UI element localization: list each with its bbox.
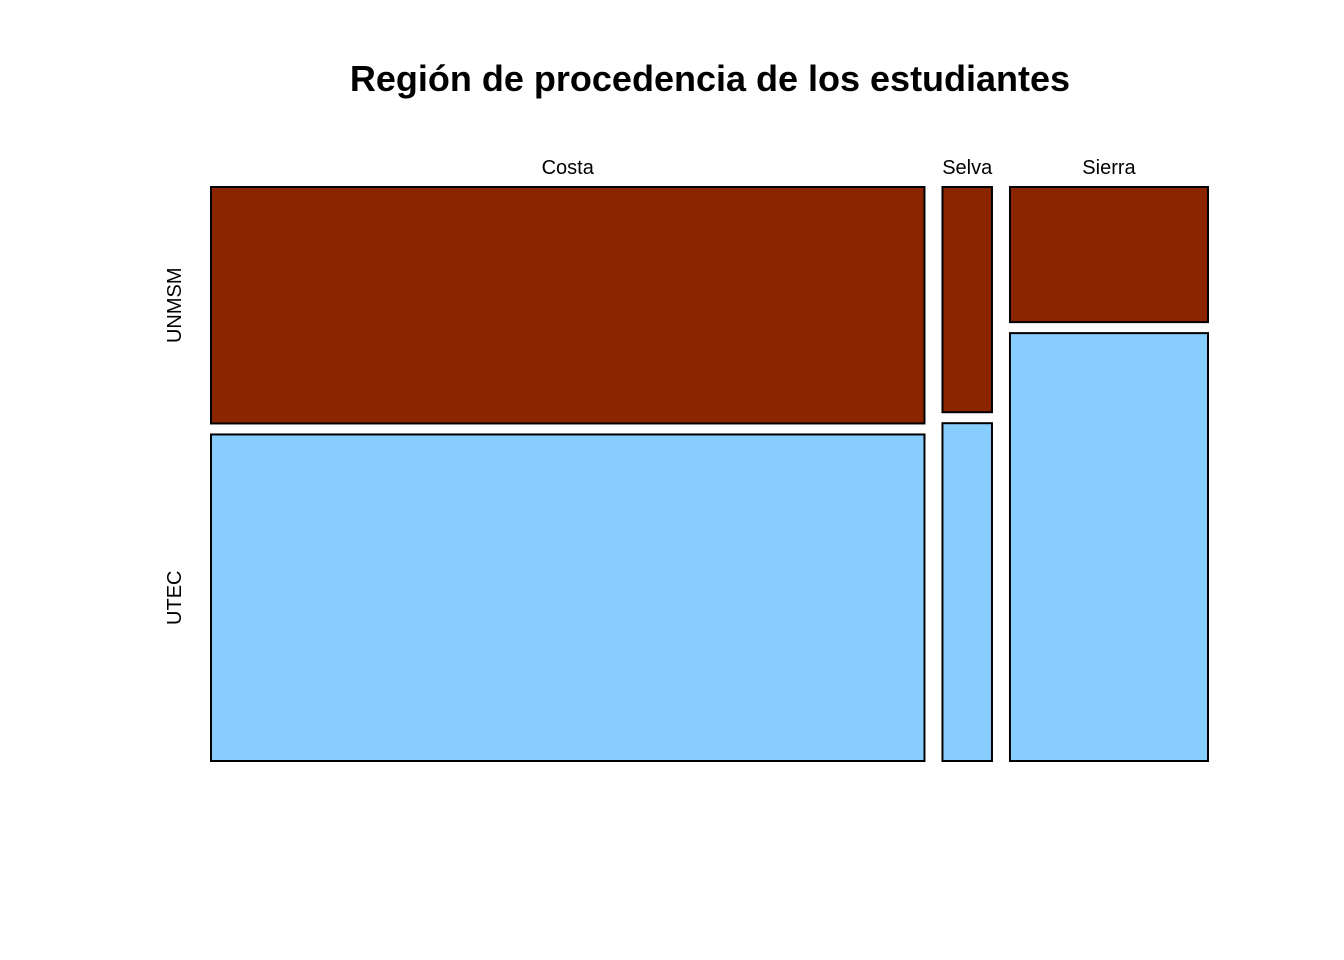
tile-selva-unmsm	[941, 186, 993, 414]
column-label-selva: Selva	[942, 157, 993, 179]
tile-sierra-unmsm	[1008, 186, 1210, 324]
column-label-sierra: Sierra	[1082, 157, 1136, 179]
chart-title: Región de procedencia de los estudiantes	[349, 58, 1071, 99]
column-label-costa: Costa	[542, 157, 595, 179]
row-label-utec: UTEC	[164, 571, 186, 625]
tile-selva-utec	[941, 422, 993, 762]
tile-costa-unmsm	[210, 186, 926, 425]
row-label-unmsm: UNMSM	[164, 267, 186, 343]
tile-sierra-utec	[1008, 332, 1210, 762]
tile-costa-utec	[210, 433, 926, 762]
